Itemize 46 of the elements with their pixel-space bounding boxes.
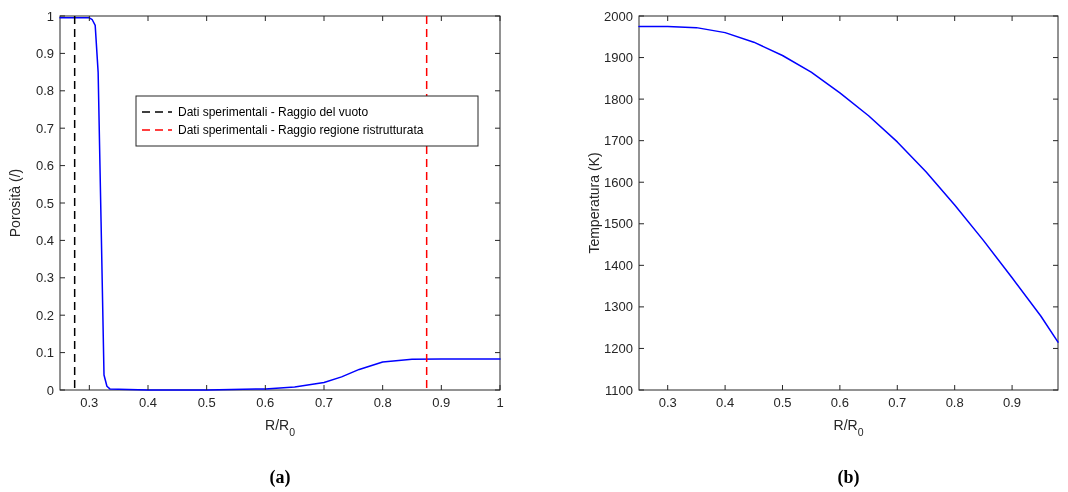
x-tick-label: 0.9 (432, 395, 451, 410)
x-tick-label: 0.5 (197, 395, 216, 410)
y-tick-label: 1 (46, 8, 54, 24)
x-tick-label: 0.7 (314, 395, 334, 410)
x-tick-label: 0.6 (256, 395, 275, 410)
y-tick-label: 0.4 (35, 232, 54, 248)
y-tick-label: 0.6 (35, 158, 54, 174)
y-tick-label: 0.5 (35, 195, 54, 211)
x-axis-title: R/R$_{0}$ (265, 417, 296, 438)
y-axis-title: Temperatura (K) (586, 152, 602, 254)
x-tick-label: 0.4 (716, 395, 735, 410)
x-tick-label: 0.5 (773, 395, 792, 410)
x-tick-label: 0.8 (373, 395, 392, 410)
x-tick-label: 0.8 (945, 395, 964, 410)
y-tick-label: 1700 (604, 133, 633, 149)
x-tick-label: 1 (496, 395, 504, 410)
y-tick-label: 1900 (604, 50, 633, 66)
y-tick-label: 1500 (604, 216, 633, 232)
y-tick-label: 1300 (604, 299, 633, 315)
y-tick-label: 1600 (604, 174, 633, 190)
x-tick-label: 0.9 (1003, 395, 1022, 410)
x-tick-label: 0.6 (830, 395, 849, 410)
y-tick-label: 1100 (605, 382, 633, 398)
x-tick-label: 0.7 (888, 395, 907, 410)
y-tick-label: 0 (46, 382, 54, 398)
text: (b) (837, 467, 860, 488)
y-tick-label: 0.9 (35, 45, 54, 61)
x-tick-label: 0.3 (80, 395, 99, 410)
y-tick-label: 1400 (604, 257, 633, 273)
y-tick-label: 0.2 (35, 307, 54, 323)
y-tick-label: 1800 (604, 91, 633, 107)
x-tick-label: 0.4 (138, 395, 158, 410)
line-series (638, 25, 1059, 343)
ref-line-label: Dati sperimentali - Raggio regione ristrutturata (178, 123, 424, 137)
text: (a) (269, 467, 291, 488)
y-tick-label: 0.1 (35, 345, 54, 361)
ref-line-label: Dati sperimentali - Raggio del vuoto (178, 105, 369, 119)
y-tick-label: 0.3 (35, 270, 54, 286)
line-series (59, 17, 501, 391)
y-tick-label: 0.7 (35, 120, 54, 136)
y-tick-label: 1200 (604, 340, 633, 356)
x-axis-title: R/R$_{0}$ (833, 417, 864, 438)
y-axis-title: Porosità (/) (7, 168, 23, 238)
y-tick-label: 0.8 (35, 83, 54, 99)
x-tick-label: 0.3 (658, 395, 677, 410)
y-tick-label: 2000 (604, 8, 633, 24)
